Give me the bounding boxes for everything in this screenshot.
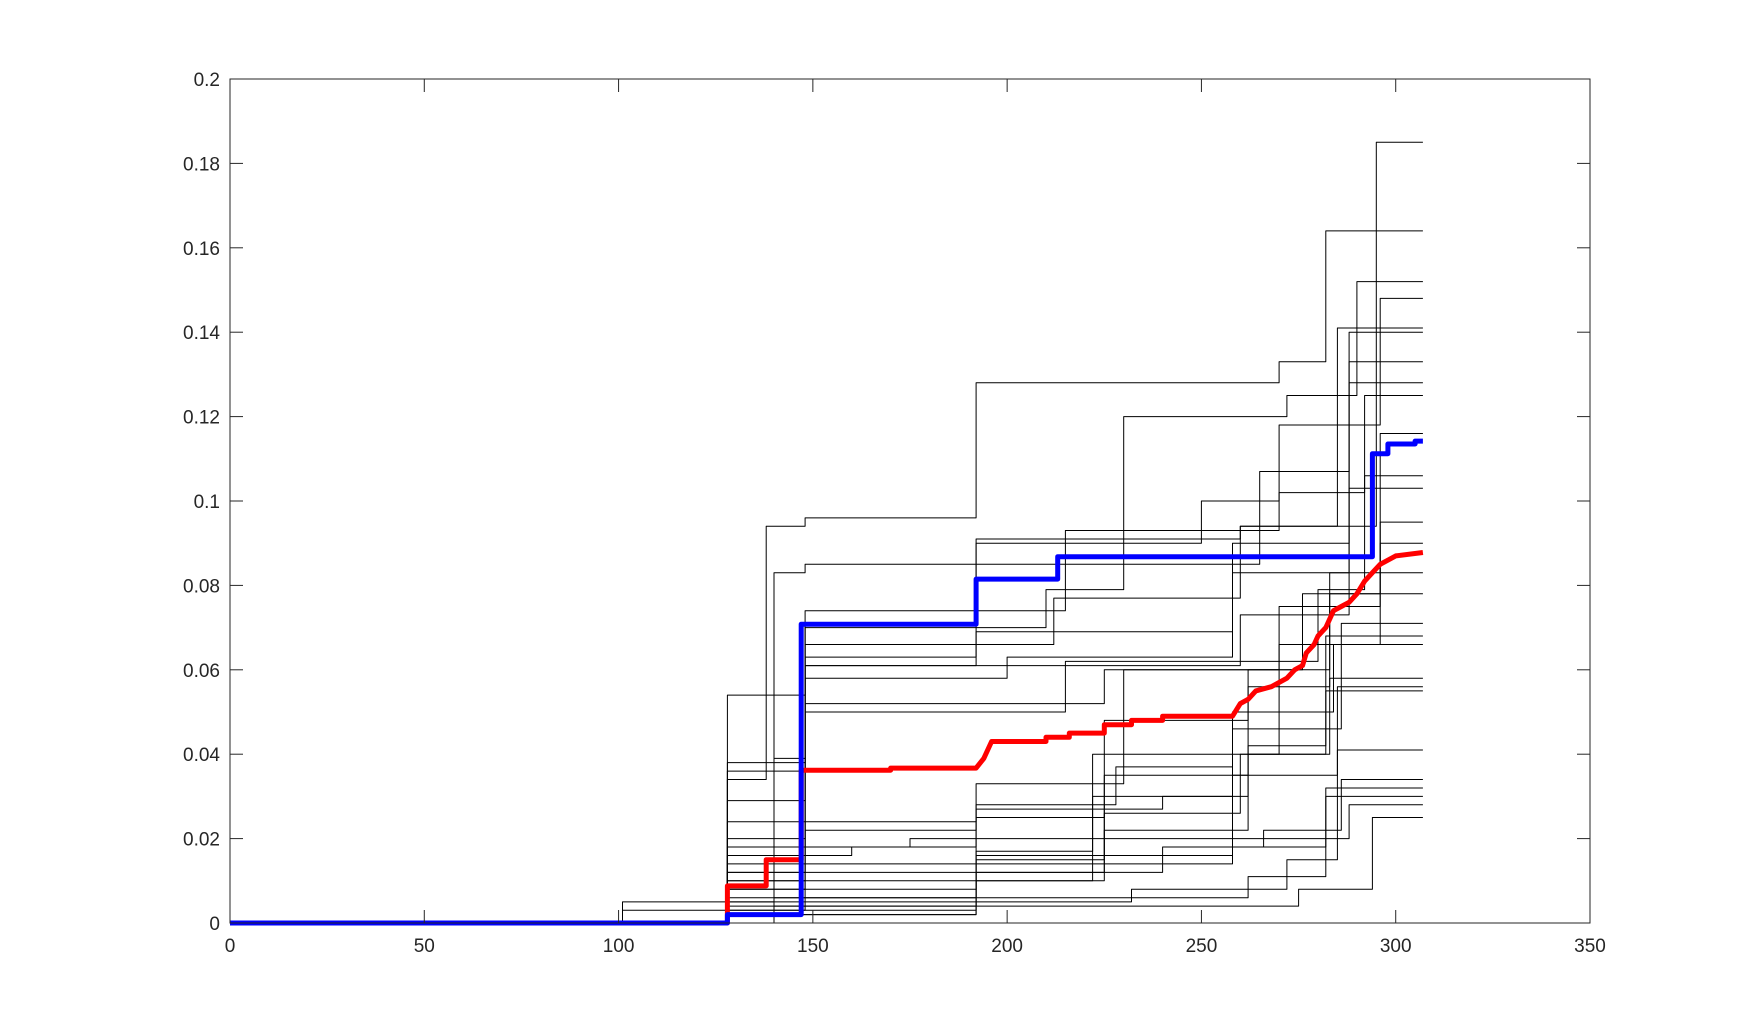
series-thin-21 [230,690,1423,924]
series-thin-17 [230,635,1423,924]
x-tick-label: 50 [414,936,435,957]
x-tick-label: 350 [1574,936,1606,957]
series-thin-20 [230,686,1423,924]
y-tick-label: 0.12 [183,408,220,429]
series-thin-19 [230,677,1423,924]
y-tick-label: 0.1 [194,492,220,513]
x-tick-label: 300 [1380,936,1412,957]
series-thin-12 [230,521,1423,924]
series-thin-26 [230,804,1423,924]
series-thin-8 [230,395,1423,924]
y-tick-label: 0.02 [183,830,220,851]
series-thin-11 [230,487,1423,924]
y-tick-label: 0.04 [183,745,220,766]
y-tick-label: 0.18 [183,154,220,175]
x-tick-label: 150 [797,936,829,957]
x-tick-label: 0 [225,936,236,957]
series-thin-25 [230,795,1423,924]
y-tick-label: 0 [209,914,220,935]
series-thin-13 [230,542,1423,924]
series-thin-0 [230,141,1423,924]
series-thin-1 [230,230,1423,924]
series-thin-7 [230,382,1423,924]
series-thin-18 [230,644,1423,924]
x-tick-label: 250 [1186,936,1218,957]
axis-ticks: 0 50 100 150 200 250 300 350 0 0.02 0.04 0.06 0.08 0.… [183,70,1606,957]
y-tick-label: 0.2 [194,70,220,91]
series-thin-15 [230,593,1423,924]
series-layer [230,141,1424,926]
series-thin-27 [230,817,1423,924]
y-tick-label: 0.08 [183,576,220,597]
series-thin-3 [230,297,1423,924]
y-tick-label: 0.14 [183,323,220,344]
series-red-28 [230,550,1424,926]
x-tick-label: 200 [991,936,1023,957]
series-thin-2 [230,281,1423,924]
y-tick-label: 0.16 [183,239,220,260]
y-tick-label: 0.06 [183,661,220,682]
series-blue-29 [230,438,1423,926]
series-thin-16 [230,622,1423,924]
x-tick-label: 100 [603,936,635,957]
series-thin-22 [230,749,1423,924]
